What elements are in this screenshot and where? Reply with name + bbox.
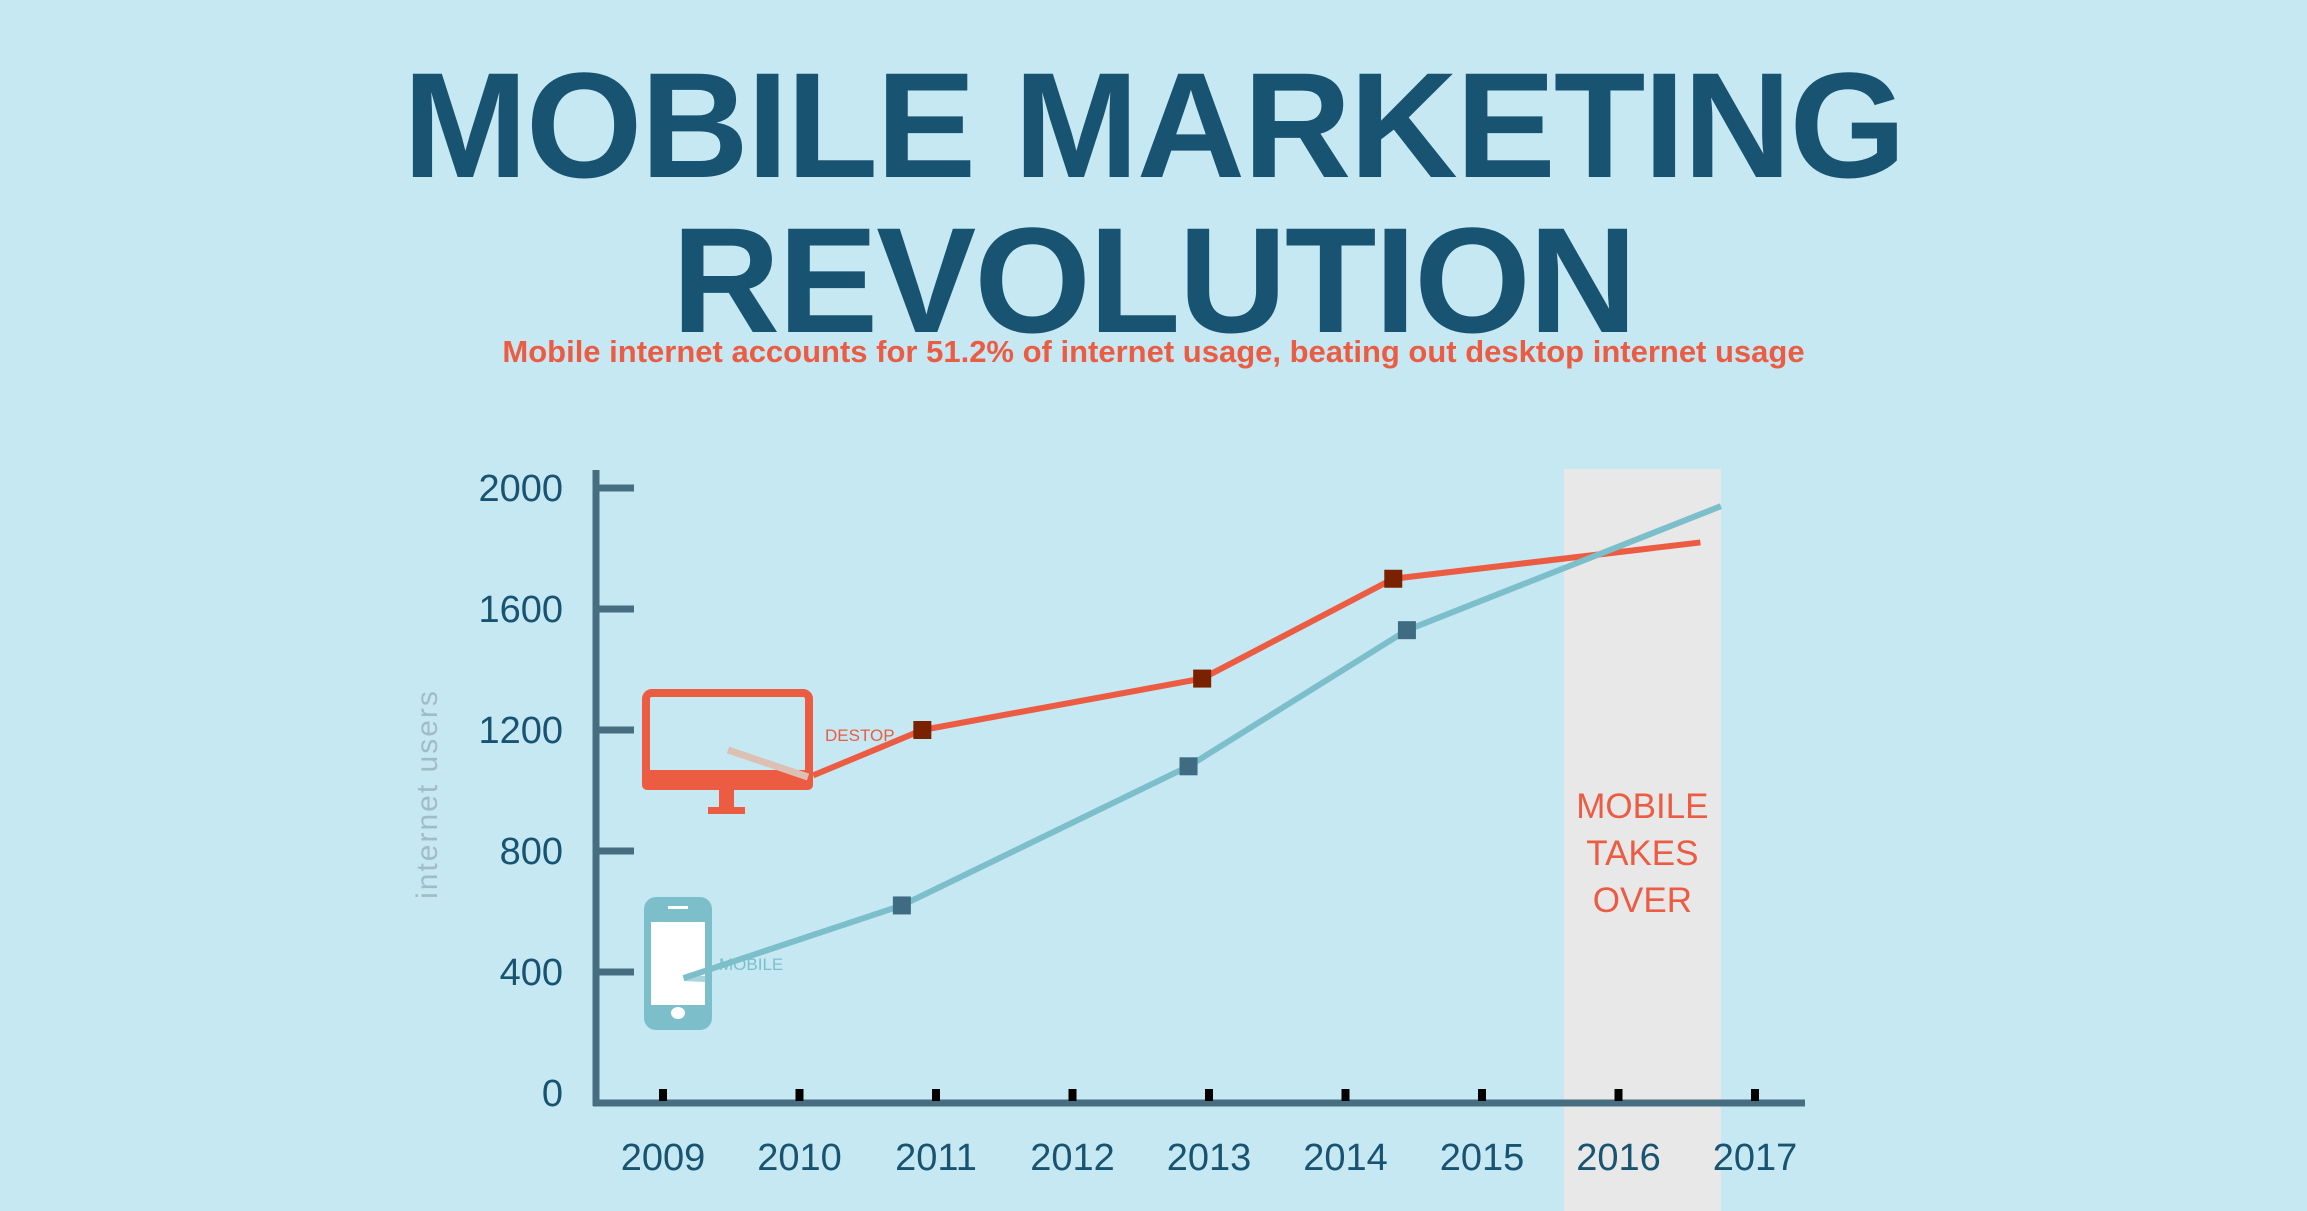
- x-tick-label: 2011: [895, 1137, 977, 1179]
- title-line-2: REVOLUTION: [671, 196, 1637, 364]
- y-tick-label: 400: [500, 952, 563, 994]
- smartphone-icon: [644, 897, 712, 1030]
- highlight-label-line: OVER: [1593, 881, 1692, 920]
- x-tick-label: 2009: [621, 1137, 706, 1179]
- data-point-mobile: [1397, 621, 1416, 640]
- title-line-1: MOBILE MARKETING: [402, 41, 1906, 209]
- x-tick-mark: [1751, 1089, 1759, 1101]
- data-point-mobile: [1179, 757, 1198, 776]
- data-point-mobile: [892, 896, 911, 915]
- x-tick-mark: [659, 1089, 667, 1101]
- x-tick-mark: [1068, 1089, 1077, 1101]
- highlight-label: MOBILE TAKES OVER: [1576, 787, 1708, 920]
- x-tick-label: 2014: [1303, 1137, 1388, 1179]
- x-tick-mark: [1478, 1089, 1486, 1101]
- desktop-monitor-icon: [642, 689, 813, 814]
- y-tick-label: 2000: [478, 468, 563, 510]
- x-tick-mark: [795, 1089, 804, 1101]
- highlight-label-line: TAKES: [1586, 834, 1698, 873]
- highlight-band-group: [1563, 469, 1721, 1211]
- x-tick-mark: [932, 1089, 940, 1101]
- x-tick-mark: [1205, 1089, 1213, 1101]
- subtitle: Mobile internet accounts for 51.2% of in…: [502, 334, 1805, 369]
- highlight-label-line: MOBILE: [1576, 787, 1708, 826]
- y-tick-label: 1600: [478, 589, 563, 631]
- x-tick-label: 2016: [1576, 1137, 1661, 1179]
- x-tick-label: 2013: [1167, 1137, 1252, 1179]
- series-label-desktop: DESTOP: [825, 726, 895, 745]
- data-point-desktop: [1384, 569, 1403, 588]
- x-tick-label: 2015: [1440, 1137, 1525, 1179]
- highlight-band: [1563, 469, 1721, 1211]
- y-tick-label: 800: [500, 831, 563, 873]
- x-tick-mark: [1614, 1089, 1623, 1101]
- x-tick-mark: [1341, 1089, 1350, 1101]
- series-group: [682, 503, 1722, 981]
- y-tick-label: 1200: [478, 710, 563, 752]
- y-axis-label: internet users: [411, 689, 444, 899]
- series-label-mobile: MOBILE: [719, 955, 783, 974]
- y-tick-label: 0: [542, 1073, 563, 1115]
- x-tick-label: 2017: [1713, 1137, 1798, 1179]
- axes: 0 400 800 1200 1600 2000 2009 2010 2011 2012 2013 2…: [478, 468, 1805, 1179]
- data-point-desktop: [913, 721, 932, 739]
- x-tick-label: 2012: [1030, 1137, 1115, 1179]
- data-point-desktop: [1193, 669, 1212, 688]
- x-tick-label: 2010: [757, 1137, 842, 1179]
